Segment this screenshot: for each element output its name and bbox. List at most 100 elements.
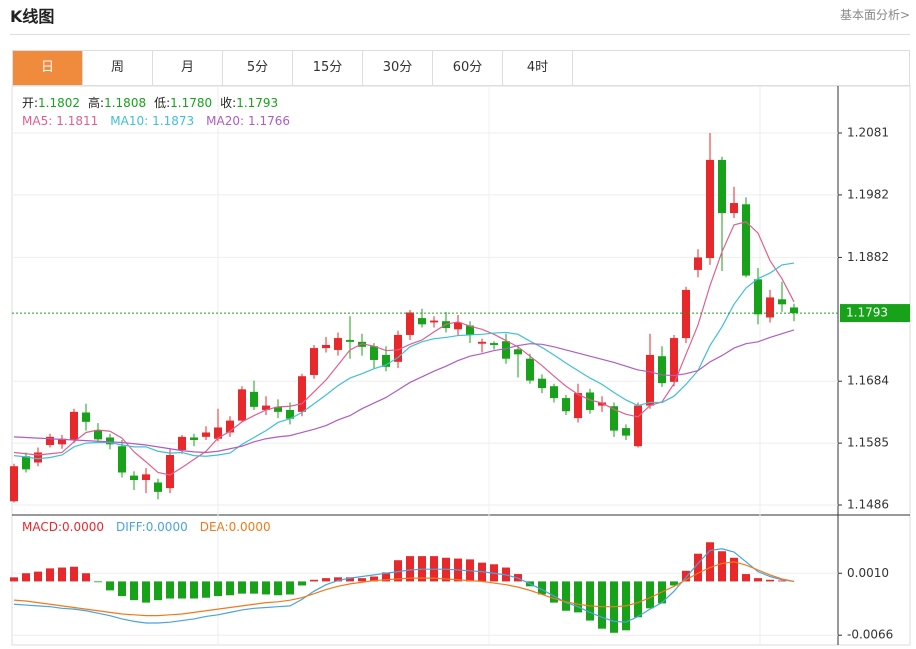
macd-bar [250, 581, 258, 594]
macd-line [13, 561, 795, 617]
macd-bar [154, 581, 162, 601]
info-value: 1.1802 [38, 96, 80, 110]
macd-bar [394, 560, 402, 582]
macd-bar [22, 573, 30, 582]
candle-body [34, 452, 42, 463]
macd-bar [10, 577, 18, 582]
candle-body [406, 312, 414, 335]
last-price-label: 1.1793 [846, 306, 888, 320]
candle-body [610, 406, 618, 431]
macd-bar [274, 581, 282, 596]
y-tick-label: -0.0066 [847, 628, 893, 642]
period-tab[interactable]: 15分 [293, 51, 363, 85]
info-name: 低: [154, 96, 170, 110]
y-tick-label: 0.0010 [847, 566, 889, 580]
candle-body [562, 398, 570, 412]
macd-bar [742, 574, 750, 582]
macd-bar [130, 581, 138, 601]
candle-body [298, 376, 306, 412]
macd-bar [718, 551, 726, 582]
candle-body [238, 389, 246, 421]
candle-body [262, 405, 270, 410]
candle-body [658, 356, 666, 384]
fundamentals-link[interactable]: 基本面分析> [839, 8, 910, 22]
period-tab[interactable]: 周 [83, 51, 153, 85]
candle-body [778, 299, 786, 305]
legend-name: MA20: [206, 114, 244, 128]
candle-body [46, 436, 54, 445]
macd-bar [730, 557, 738, 582]
candle-body [130, 475, 138, 480]
candle-body [94, 429, 102, 440]
macd-bar [118, 581, 126, 597]
candle-body [274, 406, 282, 412]
candle-body [370, 346, 378, 360]
macd-bar [562, 581, 570, 611]
chart-frame [11, 85, 911, 646]
candle-body [10, 466, 18, 502]
legend-value: 0.0000 [229, 520, 271, 534]
macd-bar [538, 581, 546, 595]
info-value: 1.1793 [236, 96, 278, 110]
macd-bar [346, 577, 354, 582]
macd-bar [262, 581, 270, 595]
period-tab[interactable]: 日 [13, 51, 83, 85]
ma-line [13, 262, 795, 460]
candle-body [574, 393, 582, 419]
macd-bar [406, 556, 414, 582]
candle-body [622, 428, 630, 436]
macd-bar [58, 567, 66, 582]
macd-bar [694, 553, 702, 582]
candle-body [166, 454, 174, 489]
legend-name: MACD: [22, 520, 62, 534]
legend-name: DIFF: [116, 520, 146, 534]
candle-body [454, 322, 462, 330]
candle-body [118, 446, 126, 473]
macd-bar [322, 578, 330, 582]
candle-body [202, 432, 210, 437]
legend-value: 0.0000 [62, 520, 104, 534]
macd-bar [178, 581, 186, 599]
legend-name: MA5: [22, 114, 52, 128]
macd-bar [310, 579, 318, 582]
macd-bar [334, 577, 342, 582]
macd-bar [646, 581, 654, 609]
candle-body [154, 482, 162, 492]
macd-bar [190, 581, 198, 599]
candle-body [430, 320, 438, 323]
candle-body [310, 348, 318, 375]
period-tab[interactable]: 5分 [223, 51, 293, 85]
legend-value: 1.1873 [152, 114, 194, 128]
legend-value: 0.0000 [146, 520, 188, 534]
macd-bar [382, 572, 390, 582]
candle-body [466, 325, 474, 335]
candle-body [394, 334, 402, 362]
candle-body [418, 318, 426, 325]
y-tick-label: 1.2081 [847, 126, 889, 140]
candle-body [334, 338, 342, 350]
info-value: 1.1808 [104, 96, 146, 110]
candle-body [598, 402, 606, 406]
period-tab[interactable]: 4时 [503, 51, 573, 85]
macd-bar [766, 579, 774, 582]
candle-body [250, 391, 258, 407]
macd-bar [286, 581, 294, 595]
macd-bar [670, 581, 678, 586]
macd-bar [706, 542, 714, 582]
info-value: 1.1780 [170, 96, 212, 110]
macd-bar [46, 568, 54, 582]
legend-value: 1.1811 [56, 114, 98, 128]
candle-body [526, 358, 534, 381]
period-tab[interactable]: 30分 [363, 51, 433, 85]
candle-body [742, 204, 750, 276]
candle-body [286, 409, 294, 419]
period-tab[interactable]: 60分 [433, 51, 503, 85]
macd-line [13, 548, 795, 624]
info-name: 高: [88, 95, 104, 110]
period-tab[interactable]: 月 [153, 51, 223, 85]
candle-body [382, 354, 390, 367]
macd-bar [586, 581, 594, 621]
candle-body [646, 354, 654, 406]
candle-body [766, 297, 774, 318]
candle-body [694, 257, 702, 270]
